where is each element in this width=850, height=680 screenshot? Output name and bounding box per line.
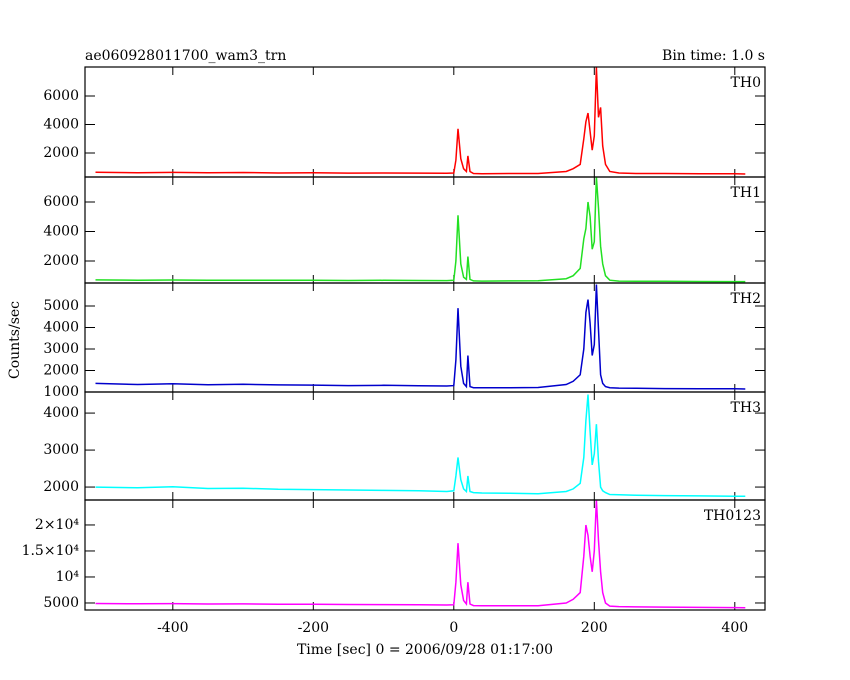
panel-frame — [84, 282, 766, 393]
y-tick-label: 3000 — [43, 341, 79, 357]
light-curve — [95, 284, 746, 390]
series-label: TH0 — [731, 75, 761, 91]
y-tick-label: 4000 — [43, 320, 79, 336]
y-tick-label: 5000 — [43, 298, 79, 314]
x-axis-label: Time [sec] 0 = 2006/09/28 01:17:00 — [297, 642, 553, 658]
y-tick-label: 2000 — [43, 479, 79, 495]
y-tick-label: 4000 — [43, 405, 79, 421]
light-curve — [95, 177, 746, 283]
y-tick-label: 2×10⁴ — [35, 517, 79, 533]
y-tick-label: 1.5×10⁴ — [22, 543, 80, 559]
chart-title: ae060928011700_wam3_trn — [85, 48, 286, 64]
light-curve — [95, 67, 746, 175]
light-curve — [95, 500, 746, 609]
chart-subtitle: Bin time: 1.0 s — [662, 48, 765, 64]
series-label: TH0123 — [704, 508, 761, 524]
panel-frame — [84, 66, 766, 178]
y-tick-label: 6000 — [43, 194, 79, 210]
x-tick-label: 200 — [581, 620, 608, 636]
y-tick-label: 2000 — [43, 363, 79, 379]
x-tick-label: 0 — [449, 620, 458, 636]
x-tick-label: 400 — [721, 620, 748, 636]
y-tick-label: 3000 — [43, 442, 79, 458]
panel-frame — [84, 176, 766, 284]
y-tick-label: 6000 — [43, 88, 79, 104]
x-tick-label: -200 — [298, 620, 329, 636]
y-tick-label: 4000 — [43, 117, 79, 133]
panel-frame — [84, 499, 766, 611]
panel-frame — [84, 391, 766, 501]
y-tick-label: 1000 — [43, 384, 79, 400]
y-tick-label: 10⁴ — [56, 569, 80, 585]
series-label: TH1 — [731, 185, 761, 201]
series-label: TH2 — [731, 291, 761, 307]
y-tick-label: 2000 — [43, 253, 79, 269]
y-axis-label: Counts/sec — [7, 301, 23, 379]
light-curve — [95, 394, 746, 498]
y-tick-label: 4000 — [43, 223, 79, 239]
y-tick-label: 5000 — [43, 595, 79, 611]
series-label: TH3 — [731, 400, 761, 416]
y-tick-label: 2000 — [43, 145, 79, 161]
x-tick-label: -400 — [157, 620, 188, 636]
